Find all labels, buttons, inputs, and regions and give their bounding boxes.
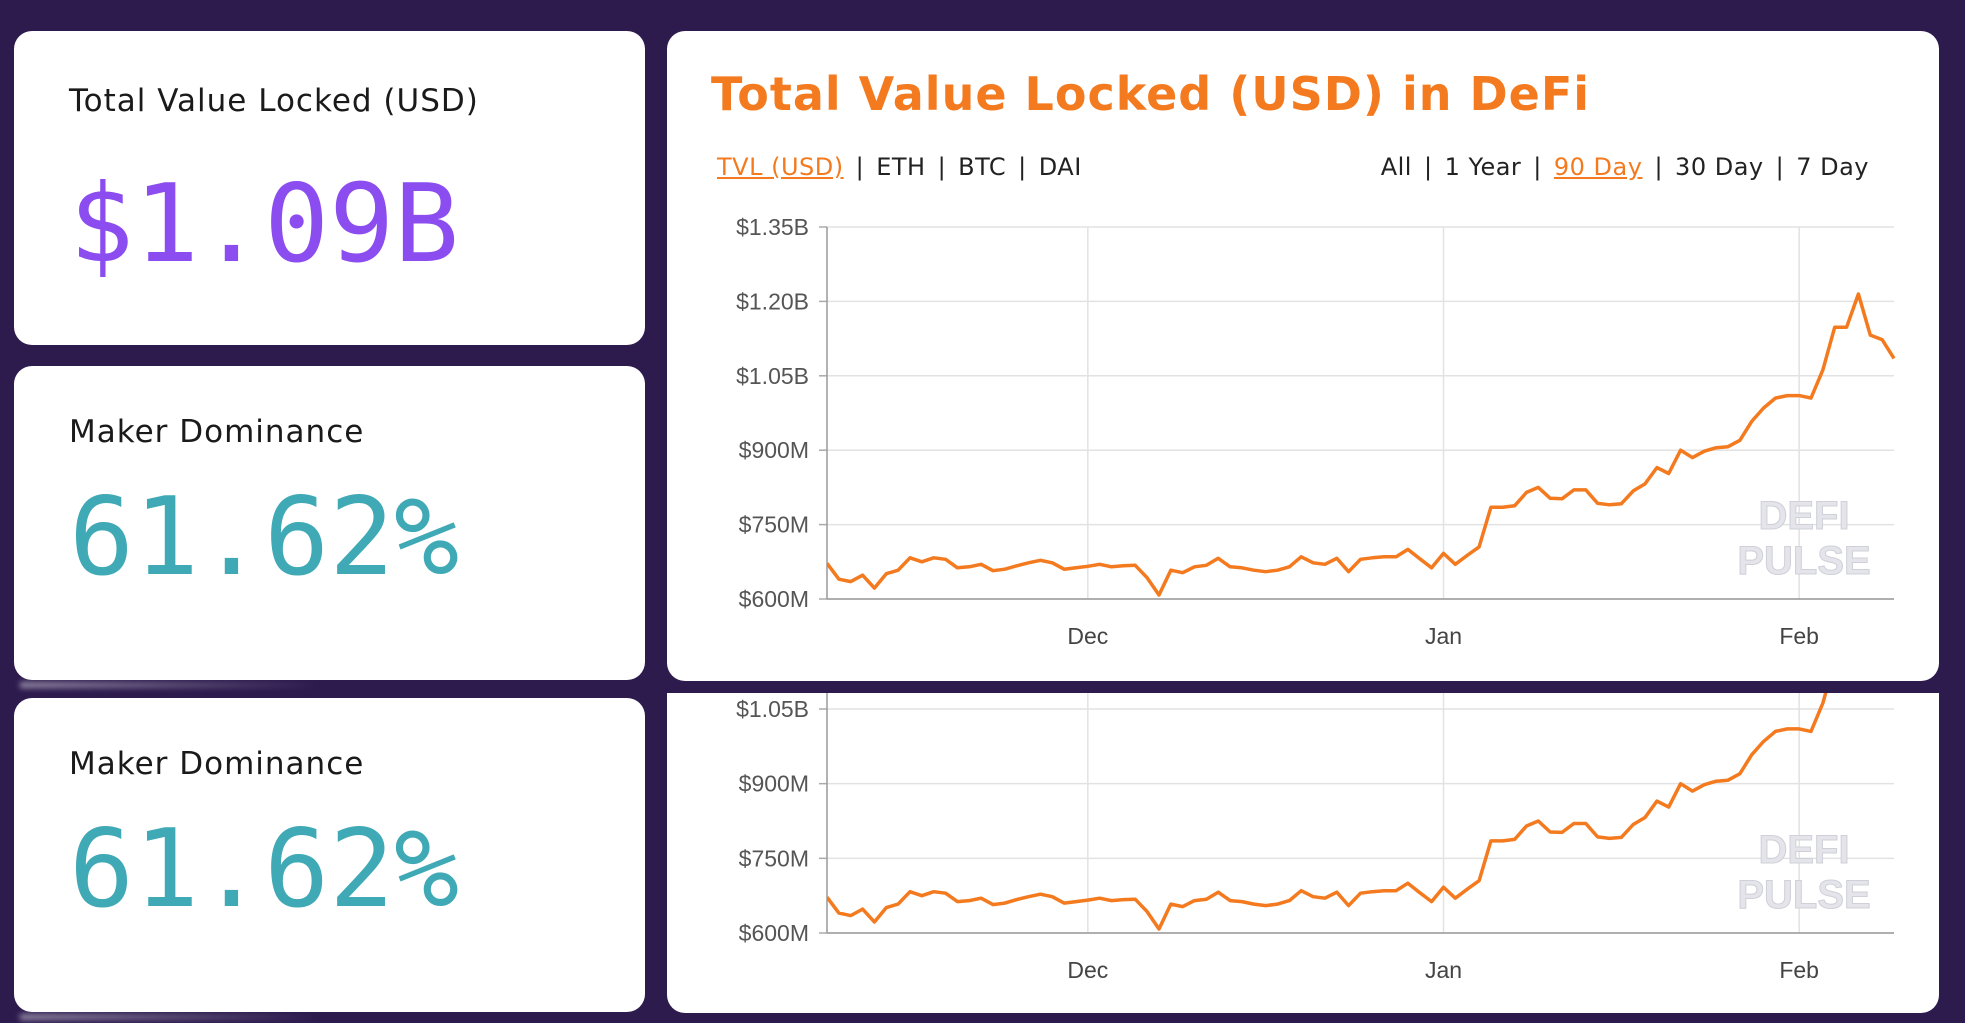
x-tick-label: Feb <box>1779 623 1819 649</box>
filter-separator: | <box>1423 153 1433 181</box>
y-tick-label: $900M <box>739 437 809 463</box>
tvl-series-line <box>827 693 1828 931</box>
x-tick-label: Jan <box>1425 957 1462 983</box>
tvl-value: $1.09B <box>69 162 460 287</box>
tvl-line-chart: Dec Jan Feb $600M $750M $900M $1.05B $1.20B $1.3… <box>736 214 1896 649</box>
metric-tab-eth[interactable]: ETH <box>876 153 926 181</box>
y-tick-label: $750M <box>739 512 809 538</box>
x-tick-label: Dec <box>1067 957 1108 983</box>
watermark-pulse: PULSE <box>1737 539 1870 583</box>
watermark-defi: DEFI <box>1758 494 1849 538</box>
y-tick-label: $750M <box>739 845 809 871</box>
y-tick-label: $1.05B <box>736 696 809 722</box>
range-tab-all[interactable]: All <box>1380 153 1412 181</box>
card-divider-glow <box>20 1014 320 1020</box>
filter-separator: | <box>1775 153 1785 181</box>
x-tick-label: Feb <box>1779 957 1819 983</box>
y-tick-label: $1.20B <box>736 288 809 314</box>
watermark-defi: DEFI <box>1758 828 1849 872</box>
maker-dominance-label: Maker Dominance <box>69 414 365 450</box>
maker-dominance-value: 61.62% <box>69 807 460 932</box>
filter-separator: | <box>1654 153 1664 181</box>
metric-tab-dai[interactable]: DAI <box>1038 153 1082 181</box>
filter-separator: | <box>855 153 865 181</box>
maker-dominance-label: Maker Dominance <box>69 746 365 782</box>
filter-separator: | <box>1018 153 1027 181</box>
x-tick-label: Dec <box>1067 623 1108 649</box>
metric-tab-tvl-usd[interactable]: TVL (USD) <box>717 153 844 181</box>
y-tick-label: $600M <box>739 920 809 946</box>
metric-tab-btc[interactable]: BTC <box>958 153 1007 181</box>
range-tab-1-year[interactable]: 1 Year <box>1444 153 1522 181</box>
range-tab-30-day[interactable]: 30 Day <box>1675 153 1764 181</box>
watermark-pulse: PULSE <box>1737 873 1870 917</box>
maker-dominance-card-duplicate: Maker Dominance 61.62% <box>14 698 645 1012</box>
x-tick-label: Jan <box>1425 623 1462 649</box>
chart-title: Total Value Locked (USD) in DeFi <box>711 67 1591 121</box>
card-divider-glow <box>20 682 320 688</box>
y-tick-label: $1.05B <box>736 363 809 389</box>
tvl-series-line <box>827 292 1896 597</box>
range-filter-bar: All | 1 Year | 90 Day | 30 Day | 7 Day <box>1381 153 1869 181</box>
maker-dominance-card: Maker Dominance 61.62% <box>14 366 645 680</box>
metric-filter-bar: TVL (USD) | ETH | BTC | DAI <box>717 153 1082 181</box>
tvl-label: Total Value Locked (USD) <box>69 83 479 119</box>
tvl-card: Total Value Locked (USD) $1.09B <box>14 31 645 345</box>
range-tab-7-day[interactable]: 7 Day <box>1796 153 1869 181</box>
maker-dominance-value: 61.62% <box>69 475 460 600</box>
filter-separator: | <box>1533 153 1542 181</box>
y-tick-label: $1.35B <box>736 214 809 240</box>
tvl-chart-card: Total Value Locked (USD) in DeFi TVL (US… <box>667 31 1939 681</box>
y-tick-label: $900M <box>739 771 809 797</box>
y-tick-label: $600M <box>739 586 809 612</box>
filter-separator: | <box>937 153 947 181</box>
tvl-chart-card-duplicate: Dec Jan Feb $600M $750M $900M $1.05B DEFI PULSE <box>667 693 1939 1013</box>
range-tab-90-day[interactable]: 90 Day <box>1553 153 1643 181</box>
